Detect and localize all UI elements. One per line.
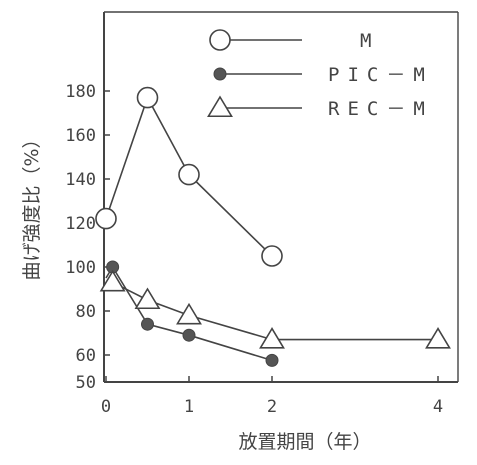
x-tick-label: 0 xyxy=(101,397,111,417)
y-axis-title: 曲げ強度比（%） xyxy=(21,129,43,280)
y-tick-label: 140 xyxy=(65,170,96,190)
series-3-point xyxy=(425,327,451,349)
y-tick-label: 80 xyxy=(76,302,96,322)
y-tick-label: 50 xyxy=(76,373,96,393)
series-3-point xyxy=(134,287,161,310)
series-1-point xyxy=(95,207,117,230)
y-tick-label: 160 xyxy=(65,126,96,146)
x-tick-label: 1 xyxy=(184,397,194,417)
y-tick-label: 60 xyxy=(76,346,96,366)
legend-label-1: M xyxy=(360,30,379,52)
series-1-point xyxy=(261,245,283,267)
series-3-point xyxy=(259,327,285,349)
x-axis-title: 放置期間（年） xyxy=(238,431,371,453)
y-tick-label: 180 xyxy=(65,82,96,102)
series-2-point xyxy=(182,328,196,342)
legend-marker-1 xyxy=(209,29,231,51)
series-2-point xyxy=(141,317,154,331)
legend-label-3: REC－M xyxy=(328,98,433,120)
series-2-point xyxy=(265,353,279,367)
y-tick-label: 120 xyxy=(65,214,96,234)
series-1-point xyxy=(178,163,200,186)
series-3-point xyxy=(176,302,202,325)
series-3-point xyxy=(99,269,126,292)
legend-marker-3 xyxy=(207,95,233,118)
series-1-point xyxy=(136,86,159,109)
x-tick-label: 2 xyxy=(267,397,277,417)
series-line-1 xyxy=(105,95,273,257)
legend-marker-2 xyxy=(213,67,227,81)
y-tick-label: 100 xyxy=(65,258,96,278)
x-tick-label: 4 xyxy=(433,397,443,417)
legend-label-2: PIC－M xyxy=(328,64,433,86)
